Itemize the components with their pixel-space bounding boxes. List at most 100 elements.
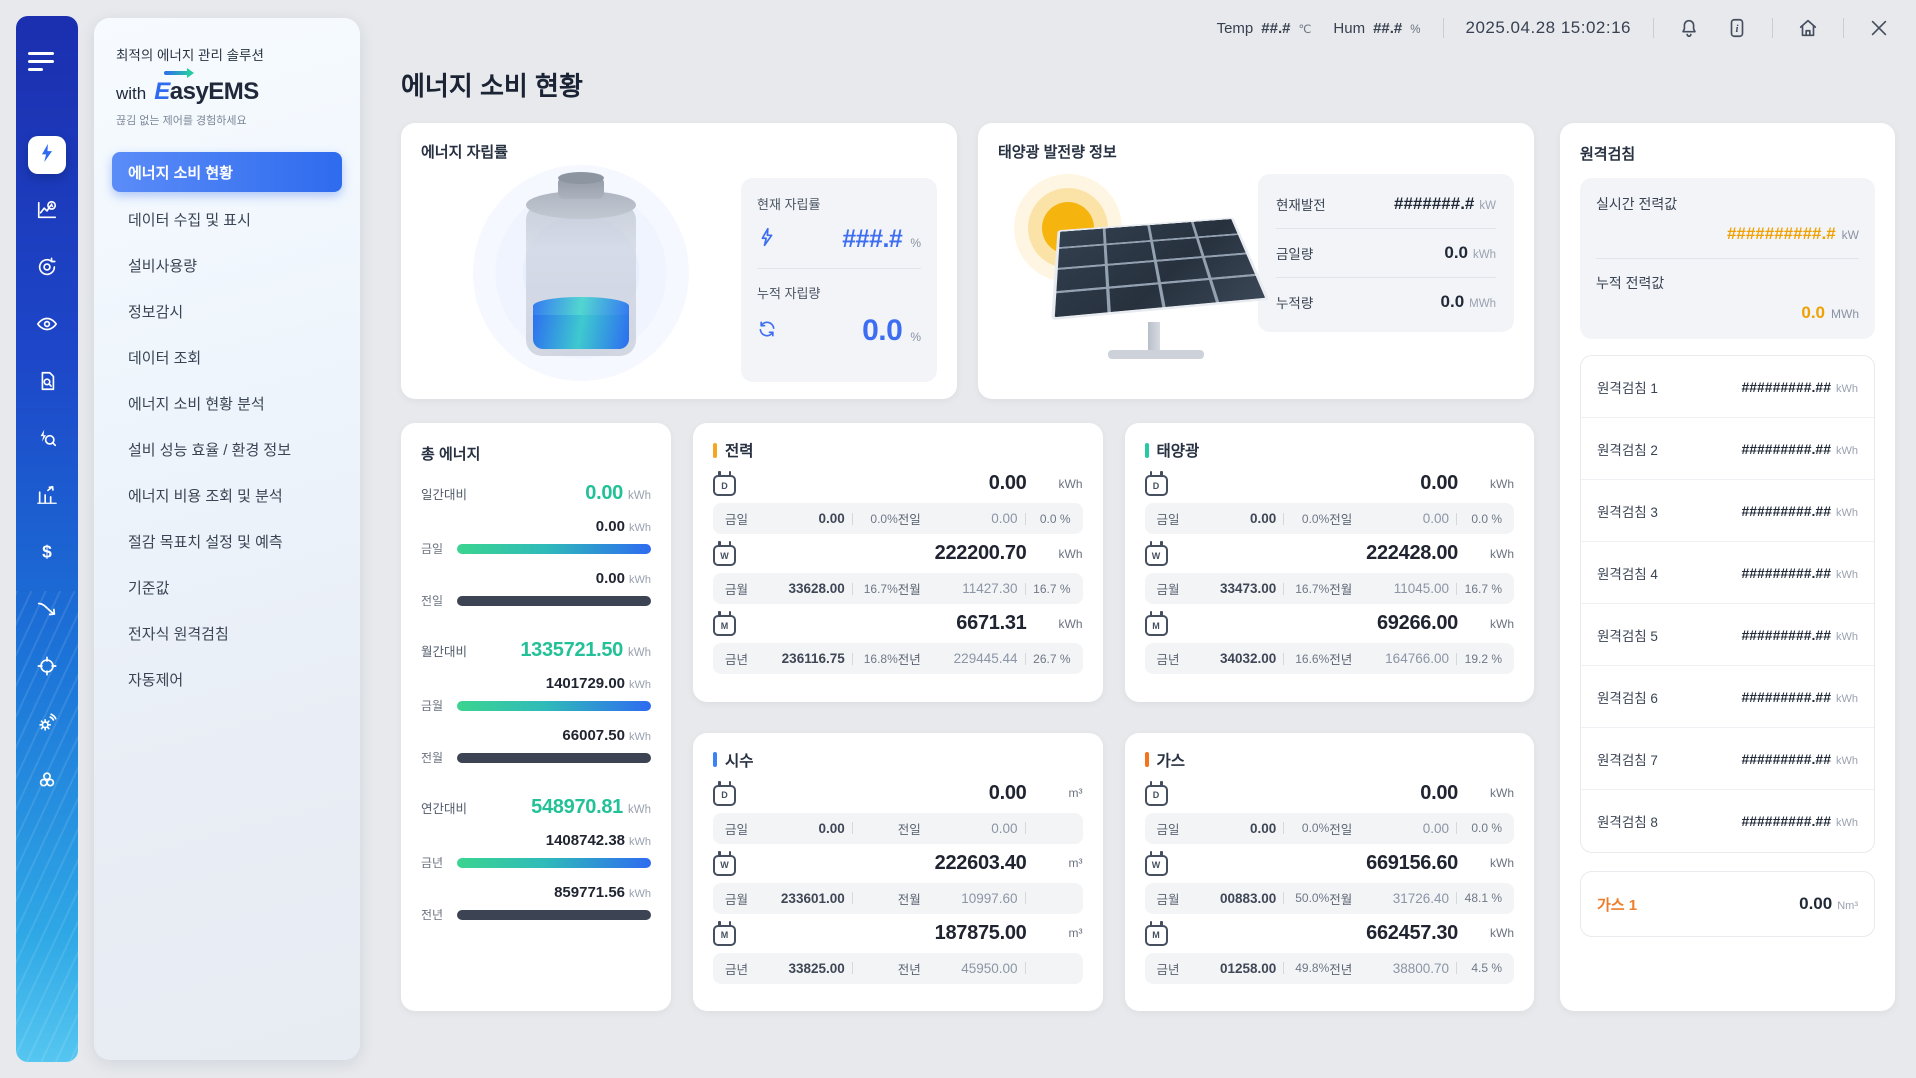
compare-unit: kWh [628,647,651,659]
calendar-letter: W [720,860,729,870]
sub-percent: 0.0% [870,511,898,526]
home-icon[interactable] [1795,15,1821,41]
calendar-m-icon: M [1144,611,1168,636]
rail-item-consumption-analysis[interactable] [28,421,66,459]
sub-value: 233601.00 [780,890,845,906]
value-divider [1456,512,1457,525]
period-unit: kWh [1058,476,1083,491]
card-title: 태양광 발전량 정보 [998,144,1117,161]
rail-item-reference-value[interactable] [28,649,66,687]
panel-base [1108,350,1204,359]
calendar-w-icon: W [713,850,736,876]
sidebar-item-3[interactable]: 정보감시 [112,288,342,334]
value-divider [1283,582,1285,595]
sub-label: 전년 [897,962,921,977]
meter-label: 원격검침 6 [1597,690,1658,706]
bar [457,909,651,920]
sidebar-item-10[interactable]: 전자식 원격검침 [112,610,342,656]
info-icon[interactable]: i [1724,15,1750,41]
temp-unit: ℃ [1298,23,1312,36]
document-search-icon [36,370,58,397]
value-divider [851,582,853,595]
meter-value-wrap: #########.## kWh [1741,689,1858,705]
realtime-power-value: ##########.# [1726,224,1836,243]
battery-cap [558,172,604,199]
bar-value: 1401729.00 [545,675,625,692]
cumulative-rate-label: 누적 자립량 [757,286,821,301]
cumulative-rate-unit: % [910,330,921,344]
sidebar-item-1[interactable]: 데이터 수집 및 표시 [112,196,342,242]
stat-label: 누적량 [1276,296,1314,311]
sidebar-item-label: 에너지 소비 현황 [128,164,233,182]
sub-group: 금일 0.00 0.0% [1157,819,1330,838]
calendar-letter: W [720,550,729,561]
value-divider [1024,582,1026,595]
period-unit: kWh [1490,616,1514,631]
sidebar-item-5[interactable]: 에너지 소비 현황 분석 [112,380,342,426]
rail-item-saving-target[interactable] [28,592,66,630]
value-divider [1283,962,1285,974]
rail-item-info-monitoring[interactable] [28,307,66,345]
sub-label: 전년 [1329,962,1353,977]
card-title: 총 에너지 [421,446,481,463]
sidebar-item-6[interactable]: 설비 성능 효율 / 환경 정보 [112,426,342,472]
sidebar-item-11[interactable]: 자동제어 [112,656,342,702]
sidebar-item-8[interactable]: 절감 목표치 설정 및 예측 [112,518,342,564]
accent-bar [713,752,717,767]
solar-stat-row: 금일량 0.0 kWh [1276,237,1496,269]
sidebar-item-label: 전자식 원격검침 [128,625,229,643]
solar-panel-graphic [1051,217,1270,321]
meter-card-title: 시수 [713,749,1083,771]
sidebar-item-4[interactable]: 데이터 조회 [112,334,342,380]
gas-value-wrap: 0.00 Nm³ [1799,894,1858,914]
rail-item-energy-consumption[interactable] [28,136,66,174]
sidebar-item-7[interactable]: 에너지 비용 조회 및 분석 [112,472,342,518]
svg-text:i: i [1735,23,1739,35]
period-value: 0.00 [1420,781,1458,804]
sub-percent: 16.7% [863,581,898,596]
meter-sub-row: 금년 01258.00 49.8% 전년 38800.70 4.5 % [1144,952,1514,984]
meter-period-row: D 0.00 m³ [713,780,1083,806]
remote-meter-row: 원격검침 2 #########.## kWh [1581,418,1874,480]
bar-value-row: 0.00 kWh [421,518,651,535]
meter-unit: kWh [1836,754,1858,767]
compare-value: 1335721.50 [520,639,623,661]
meter-value-wrap: #########.## kWh [1741,565,1858,581]
value-divider [1024,892,1026,904]
rail-item-data-query[interactable] [28,364,66,402]
sub-value: 10997.60 [961,890,1018,906]
meter-column-2: 태양광 D 0.00 kWh 금일 0.00 0.0% 전일 0.00 0.0 % W 222428.… [1124,423,1534,1011]
rail-item-data-collection[interactable] [28,193,66,231]
stat-label: 금일량 [1276,247,1314,262]
sidebar-item-2[interactable]: 설비사용량 [112,242,342,288]
accent-bar [713,442,717,458]
period-unit: kWh [1490,546,1514,561]
sidebar-item-label: 설비 성능 효율 / 환경 정보 [128,441,292,459]
sidebar-item-0[interactable]: 에너지 소비 현황 [112,152,342,192]
sidebar-item-9[interactable]: 기준값 [112,564,342,610]
meter-card-title: 가스 [1144,749,1515,771]
meter-period-row: D 0.00 kWh [1144,471,1514,496]
rail-item-energy-cost[interactable]: $ [28,535,66,573]
sub-value: 0.00 [818,511,845,526]
bar-label: 금년 [421,856,444,870]
hamburger-menu-icon[interactable] [28,42,66,80]
period-unit: m³ [1068,926,1083,940]
battery-cylinder [526,191,636,356]
close-icon[interactable] [1866,15,1892,41]
accent-bar [1144,752,1149,767]
rail-item-auto-control[interactable] [28,763,66,801]
meter-value: #########.## [1741,750,1831,767]
sub-group: 전년 38800.70 4.5 % [1329,959,1502,978]
rail-item-facility-usage[interactable] [28,250,66,288]
meter-value: #########.## [1741,688,1831,705]
rail-item-electronic-metering[interactable] [28,706,66,744]
hum-unit: % [1410,23,1421,36]
chart-history-icon [36,199,58,226]
remote-metering-card: 원격검침 실시간 전력값 ##########.# kW 누적 전력값 0.0 … [1560,123,1895,1011]
rail-item-performance-efficiency[interactable] [28,478,66,516]
solar-generation-card: 태양광 발전량 정보 현재발전 #######.# kW 금일량 0.0 kWh 누적량 0.… [978,123,1534,399]
value-divider [1456,652,1457,665]
sub-group: 전일 0.00 0.0 % [1329,819,1502,838]
notification-bell-icon[interactable] [1676,15,1702,41]
